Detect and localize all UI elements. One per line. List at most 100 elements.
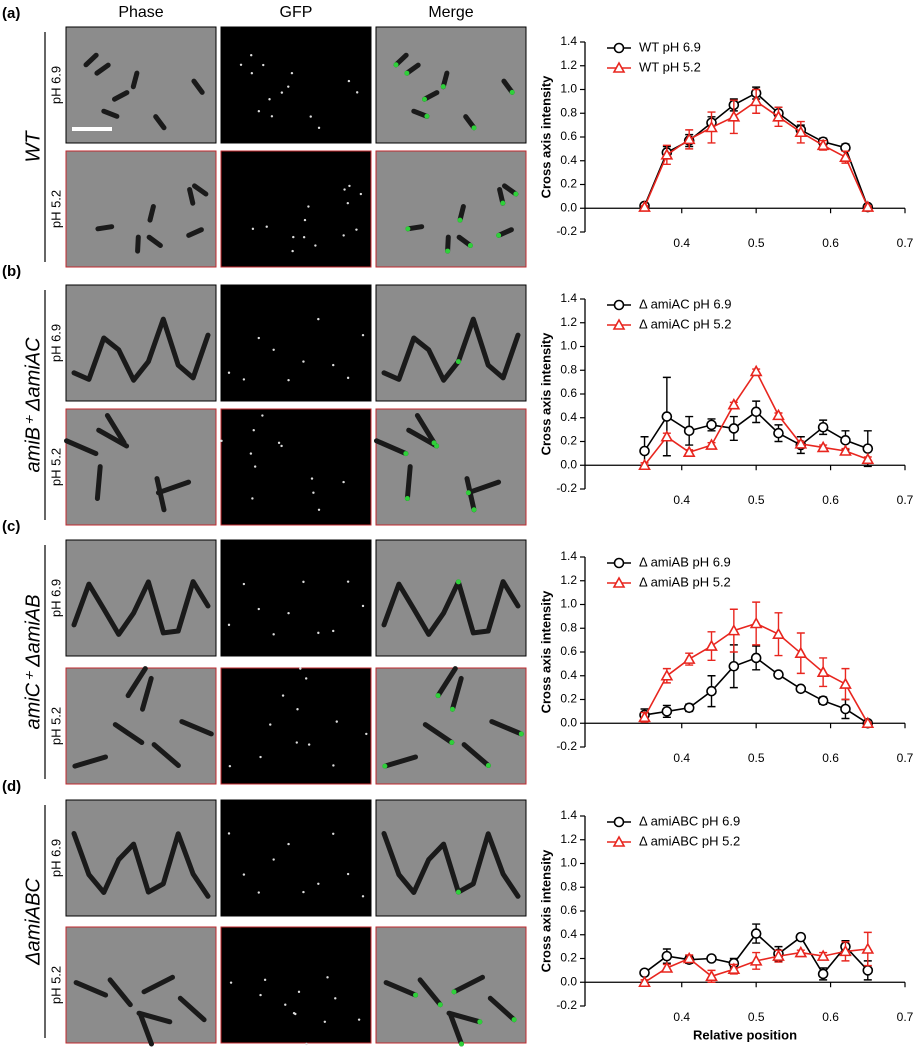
image-frame xyxy=(65,284,217,402)
data-point xyxy=(839,150,852,162)
legend-label: Δ amiAB pH 6.9 xyxy=(639,554,731,569)
gfp-spot xyxy=(314,244,317,247)
cell xyxy=(83,52,99,68)
legend-label: Δ amiABC pH 5.2 xyxy=(639,833,740,848)
micrograph xyxy=(65,26,217,144)
y-axis-title: Cross axis intensity xyxy=(538,849,553,973)
data-point xyxy=(705,438,718,450)
strain-label: WT xyxy=(22,130,44,163)
row-label: pH 5.2 xyxy=(48,966,63,1004)
strain-label: amiB⁺ ΔamiAC xyxy=(22,337,44,473)
image-frame xyxy=(65,926,217,1044)
gfp-overlay xyxy=(440,84,446,90)
micrograph xyxy=(65,666,217,785)
gfp-spot xyxy=(270,115,274,118)
data-point xyxy=(862,443,874,454)
legend-marker xyxy=(613,42,625,54)
gfp-spot xyxy=(317,317,320,321)
cell xyxy=(136,1010,173,1025)
y-tick-label: 1.4 xyxy=(560,808,577,822)
gfp-spot xyxy=(346,580,350,583)
gfp-overlay xyxy=(465,490,471,496)
y-tick-label: 0.8 xyxy=(560,879,577,893)
x-axis-title: Relative position xyxy=(693,1027,797,1042)
cell xyxy=(186,227,204,238)
gfp-overlay xyxy=(403,451,409,457)
data-point xyxy=(816,440,830,453)
data-point xyxy=(817,695,829,706)
cell xyxy=(112,722,145,745)
panel-letter: (a) xyxy=(2,5,20,22)
y-tick-label: 0.0 xyxy=(560,715,577,729)
gfp-spot xyxy=(257,110,261,113)
y-tick-label: 1.2 xyxy=(560,573,577,587)
cell xyxy=(383,980,419,998)
x-tick-label: 0.4 xyxy=(673,1010,690,1024)
data-point xyxy=(817,968,829,980)
gfp-spot xyxy=(346,872,350,876)
gfp-spot xyxy=(323,1020,327,1024)
data-point xyxy=(816,138,830,151)
y-tick-label: 0.4 xyxy=(560,927,577,941)
gfp-spot xyxy=(252,428,255,432)
gfp-spot xyxy=(317,882,320,886)
gfp-spot xyxy=(303,218,307,222)
y-axis-title: Cross axis intensity xyxy=(538,332,553,456)
gfp-overlay xyxy=(471,125,477,131)
legend-label: Δ amiABC pH 6.9 xyxy=(639,813,740,828)
y-tick-label: 1.4 xyxy=(560,549,577,563)
gfp-spot xyxy=(227,371,231,374)
gfp-spot xyxy=(297,990,301,994)
gfp-spot xyxy=(249,452,253,455)
gfp-spot xyxy=(242,378,246,381)
gfp-spot xyxy=(272,633,275,636)
data-point xyxy=(773,427,784,439)
cell xyxy=(374,438,409,457)
micrograph xyxy=(375,799,527,917)
cell xyxy=(450,675,464,712)
cell xyxy=(71,831,211,899)
cell xyxy=(151,742,181,768)
legend-marker xyxy=(612,835,626,847)
x-tick-label: 0.6 xyxy=(822,236,839,250)
cell xyxy=(94,464,103,501)
gfp-overlay xyxy=(404,495,410,501)
gfp-spot xyxy=(346,201,350,205)
micrograph xyxy=(220,926,372,1046)
gfp-spot xyxy=(332,832,335,835)
data-point xyxy=(862,965,874,976)
image-frame xyxy=(220,408,372,526)
row-label: pH 6.9 xyxy=(48,324,63,362)
y-tick-label: 0.0 xyxy=(560,974,577,988)
row-label: pH 5.2 xyxy=(48,190,63,228)
gfp-overlay xyxy=(449,740,455,746)
y-tick-label: 0.2 xyxy=(560,434,577,448)
image-frame xyxy=(220,539,372,657)
gfp-spot xyxy=(265,225,268,228)
y-tick-label: 0.4 xyxy=(560,153,577,167)
data-point xyxy=(772,110,785,122)
panel-letter: (c) xyxy=(2,518,20,535)
gfp-spot xyxy=(295,741,298,744)
gfp-spot xyxy=(239,63,243,66)
micrograph xyxy=(375,926,527,1047)
x-tick-label: 0.7 xyxy=(897,236,914,250)
image-frame xyxy=(65,26,217,144)
y-tick-label: 0.2 xyxy=(560,692,577,706)
gfp-spot xyxy=(355,91,359,94)
image-frame xyxy=(375,284,527,402)
x-tick-label: 0.7 xyxy=(897,751,914,765)
micrograph xyxy=(65,284,217,402)
micrograph xyxy=(375,539,527,657)
gfp-spot xyxy=(262,63,265,67)
cell xyxy=(155,479,192,496)
data-point xyxy=(861,452,875,465)
gfp-spot xyxy=(272,858,275,861)
gfp-spot xyxy=(287,842,290,846)
y-tick-label: 0.8 xyxy=(560,362,577,376)
gfp-spot xyxy=(342,480,345,484)
y-axis-title: Cross axis intensity xyxy=(538,75,553,199)
gfp-spot xyxy=(228,764,232,768)
gfp-spot xyxy=(335,720,338,723)
gfp-overlay xyxy=(511,1017,517,1023)
